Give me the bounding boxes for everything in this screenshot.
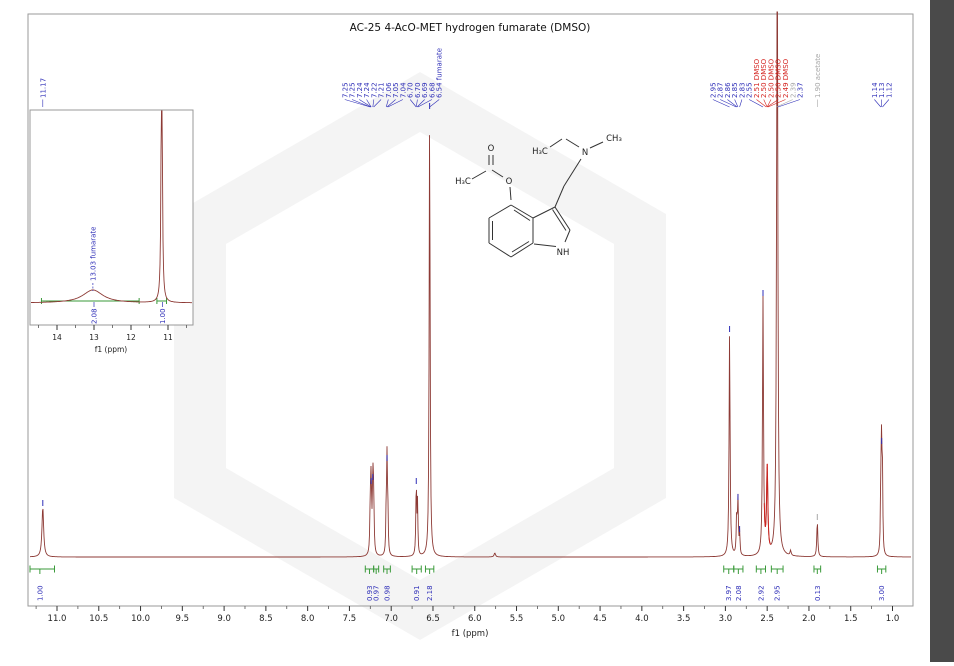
- peak-label-leader: [776, 100, 792, 108]
- xaxis-tick-label: 5.5: [510, 614, 524, 624]
- inset-xaxis-label: f1 (ppm): [95, 345, 128, 354]
- peak-label: 11.17: [39, 78, 47, 98]
- xaxis-tick-label: 11.0: [48, 614, 67, 624]
- bond-c2-n1: [565, 230, 570, 242]
- watermark-hexagon-logo: [200, 102, 640, 610]
- xaxis-tick-label: 5.0: [552, 614, 566, 624]
- main-xaxis-label: f1 (ppm): [452, 629, 489, 639]
- atom-label-indole-nh: NH: [557, 248, 570, 258]
- atom-label-amine-n: N: [582, 148, 588, 158]
- integral-value: 0.91: [413, 585, 421, 601]
- xaxis-tick-label: 4.0: [635, 614, 649, 624]
- bond-n-ch3: [590, 142, 603, 148]
- xaxis-tick-label: 7.0: [384, 614, 398, 624]
- xaxis-tick-label: 8.0: [301, 614, 315, 624]
- xaxis-tick-label: 6.0: [468, 614, 482, 624]
- atom-label-acetyl-ch3: H₃C: [455, 177, 471, 187]
- bond-ethylch2-ch3: [550, 139, 562, 147]
- peak-label-leader: [764, 100, 767, 108]
- inset-peak-label: 13.03 fumarate: [89, 227, 97, 282]
- peak-label-leader: [735, 100, 738, 108]
- dmso-solvent-trace: [764, 464, 771, 545]
- spectrum-title: AC-25 4-AcO-MET hydrogen fumarate (DMSO): [350, 22, 591, 34]
- inset-xaxis-tick-label: 12: [126, 333, 136, 342]
- integral-value: 2.18: [426, 585, 434, 601]
- inset-integral-value: 1.00: [159, 308, 167, 324]
- bond-n-ethylch2: [566, 139, 579, 147]
- xaxis-tick-label: 2.0: [802, 614, 816, 624]
- xaxis-tick-label: 1.5: [844, 614, 858, 624]
- peak-label: 1.90 acetate: [814, 54, 822, 98]
- inset-xaxis-tick-label: 14: [52, 333, 62, 342]
- integral-value: 2.08: [735, 585, 743, 601]
- inset-integral-value: 2.08: [91, 308, 99, 324]
- xaxis-tick-label: 3.0: [719, 614, 733, 624]
- atom-label-ethyl-ch3: H₃C: [532, 147, 548, 157]
- xaxis-tick-label: 10.5: [89, 614, 108, 624]
- bond-acetylch3-c: [472, 171, 486, 179]
- xaxis-tick-label: 4.5: [593, 614, 607, 624]
- watermark-hexagon-outline: [200, 102, 640, 610]
- integral-value: 1.00: [36, 585, 44, 601]
- xaxis-tick-label: 6.5: [426, 614, 440, 624]
- xaxis-tick-label: 8.5: [259, 614, 273, 624]
- peak-label-leader: [740, 100, 742, 108]
- xaxis-tick-label: 9.0: [217, 614, 231, 624]
- atom-label-carbonyl-o: O: [488, 144, 495, 154]
- atom-label-ester-o: O: [506, 177, 513, 187]
- inset-xaxis-tick-label: 11: [163, 333, 173, 342]
- inset-xaxis-tick-label: 13: [89, 333, 99, 342]
- integral-value: 0.98: [384, 585, 392, 601]
- bond-c3a-c3: [533, 207, 555, 218]
- integral-value: 3.00: [878, 585, 886, 601]
- peak-label-leader: [713, 100, 730, 108]
- bond-c3a-c4: [511, 205, 533, 218]
- inset-plot-border: [30, 110, 193, 325]
- integral-value: 2.92: [757, 585, 765, 601]
- xaxis-tick-label: 7.5: [343, 614, 357, 624]
- xaxis-tick-label: 2.5: [760, 614, 774, 624]
- peak-label: 2.37: [797, 82, 805, 98]
- integral-value: 0.97: [373, 585, 381, 601]
- xaxis-tick-label: 9.5: [176, 614, 190, 624]
- xaxis-tick-label: 3.5: [677, 614, 691, 624]
- bond-c6-c7: [489, 243, 511, 257]
- xaxis-tick-label: 10.0: [131, 614, 150, 624]
- window-side-band: [930, 0, 954, 662]
- peak-label-leader: [778, 100, 800, 108]
- xaxis-tick-label: 1.0: [886, 614, 900, 624]
- peak-label: 1.12: [885, 82, 893, 98]
- bond-esterO-c4: [510, 187, 511, 200]
- integral-value: 3.97: [725, 585, 733, 601]
- peak-label-leader: [882, 100, 888, 108]
- integral-value: 2.95: [774, 585, 782, 601]
- bond-n1-c7a: [534, 244, 556, 247]
- integral-value: 0.13: [814, 585, 822, 601]
- peak-label-leader: [874, 100, 880, 108]
- bond-c4-c5: [489, 205, 511, 218]
- peak-label: 6.54 fumarate: [436, 48, 444, 98]
- atom-label-n-methyl: CH₃: [606, 134, 622, 144]
- peak-label-leader: [720, 100, 736, 108]
